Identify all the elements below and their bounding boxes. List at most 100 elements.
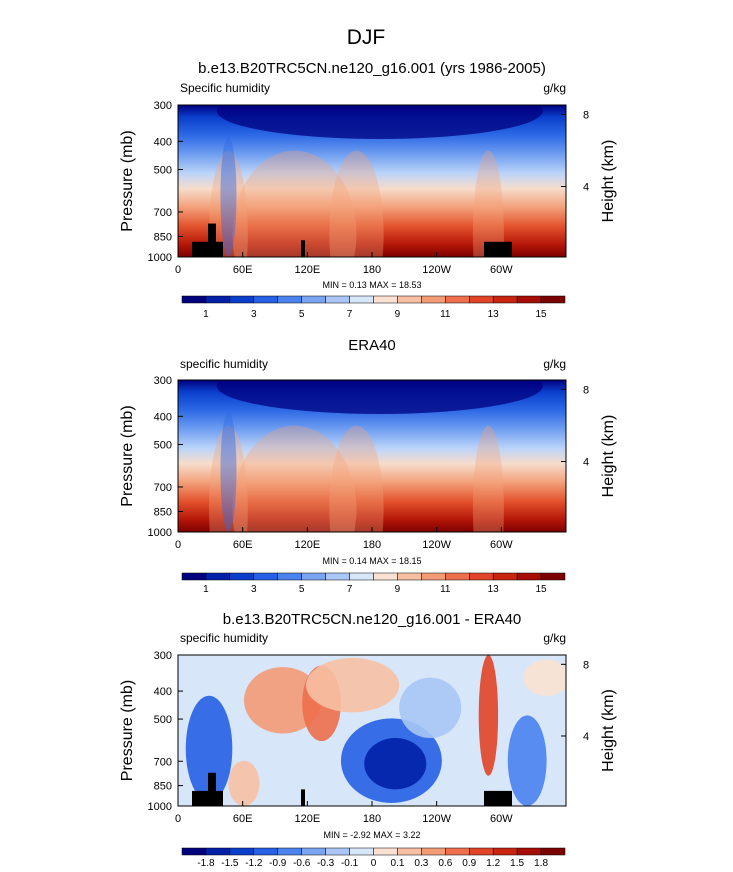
colorbar-label: 7 <box>347 584 353 595</box>
colorbar-swatch <box>205 572 231 581</box>
anomaly-blob <box>364 738 427 790</box>
colorbar-swatch <box>540 295 566 304</box>
y-tick-label: 400 <box>154 411 172 423</box>
anomaly-blob <box>478 655 499 776</box>
topography-block <box>208 772 216 806</box>
colorbar-swatch <box>301 295 326 304</box>
y-right-tick-label: 4 <box>583 182 589 194</box>
colorbar-swatch <box>301 572 326 581</box>
y-tick-label: 400 <box>154 686 172 698</box>
y-tick-label: 850 <box>154 781 172 793</box>
colorbar-label: 3 <box>251 584 257 595</box>
colorbar-swatch <box>492 847 518 856</box>
anomaly-blob <box>185 695 233 802</box>
field <box>178 655 566 806</box>
x-tick-label: 0 <box>175 264 181 276</box>
colorbar-swatch <box>325 572 350 581</box>
x-tick-label: 120E <box>294 813 320 825</box>
y-axis-title: Pressure (mb) <box>119 680 136 781</box>
x-tick-label: 120E <box>294 264 320 276</box>
colorbar-swatch <box>349 847 374 856</box>
colorbar-swatch <box>469 847 494 856</box>
anomaly-blob <box>306 658 400 713</box>
colorbar-swatch <box>253 572 278 581</box>
topography-block <box>192 790 223 806</box>
colorbar-swatch <box>205 295 231 304</box>
colorbar-swatch <box>492 295 518 304</box>
chart-panel-3: b.e13.B20TRC5CN.ne120_g16.001 - ERA40 spe… <box>119 611 617 869</box>
anomaly-blob <box>523 659 566 696</box>
colorbar-swatch <box>205 847 231 856</box>
colorbar-swatch <box>397 572 422 581</box>
chart-panel-1: b.e13.B20TRC5CN.ne120_g16.001 (yrs 1986-… <box>119 60 617 320</box>
x-tick-label: 120W <box>422 813 451 825</box>
colorbar-swatch <box>492 572 518 581</box>
x-tick-label: 60W <box>490 813 513 825</box>
colorbar-label: -1.5 <box>221 858 239 869</box>
x-tick-label: 60W <box>490 264 513 276</box>
min-max-text: MIN = 0.14 MAX = 18.15 <box>322 556 421 566</box>
y-right-tick-label: 4 <box>583 731 589 743</box>
colorbar-label: 11 <box>440 309 451 320</box>
colorbar-label: 0.3 <box>414 858 428 869</box>
colorbar-swatch <box>181 295 207 304</box>
colorbar-swatch <box>469 295 494 304</box>
colorbar-label: 11 <box>440 584 451 595</box>
colorbar-swatch <box>301 847 326 856</box>
y-tick-label: 850 <box>154 506 172 518</box>
colorbar-label: 0.9 <box>462 858 476 869</box>
colorbar-swatch <box>397 847 422 856</box>
colorbar-swatch <box>277 295 302 304</box>
topography-block <box>192 241 223 257</box>
variable-label: Specific humidity <box>180 81 270 95</box>
colorbar-label: -0.9 <box>269 858 287 869</box>
colorbar-swatch <box>229 295 255 304</box>
colorbar-swatch <box>445 572 470 581</box>
y-right-axis-title: Height (km) <box>600 415 617 498</box>
dry-dip <box>220 136 237 257</box>
x-tick-label: 180 <box>363 264 381 276</box>
colorbar-swatch <box>397 295 422 304</box>
colorbar-label: 0.6 <box>438 858 452 869</box>
moist-plume <box>472 150 504 257</box>
colorbar-label: 0 <box>371 858 377 869</box>
colorbar-swatch <box>373 295 398 304</box>
y-tick-label: 300 <box>154 650 172 662</box>
moist-plume <box>232 150 357 257</box>
x-tick-label: 120W <box>422 539 451 551</box>
colorbar-label: -0.3 <box>317 858 335 869</box>
colorbar-swatch <box>229 572 255 581</box>
colorbar-swatch <box>349 572 374 581</box>
x-tick-label: 0 <box>175 813 181 825</box>
colorbar-swatch <box>181 847 207 856</box>
colorbar-swatch <box>421 572 446 581</box>
colorbar-label: 13 <box>488 584 500 595</box>
colorbar-label: -0.1 <box>341 858 359 869</box>
colorbar-swatch <box>516 847 542 856</box>
colorbar-swatch <box>253 847 278 856</box>
y-right-tick-label: 8 <box>583 659 589 671</box>
colorbar-label: -1.2 <box>245 858 263 869</box>
colorbar-swatch <box>277 847 302 856</box>
colorbar-swatch <box>277 572 302 581</box>
colorbar-label: -0.6 <box>293 858 311 869</box>
colorbar-swatch <box>445 295 470 304</box>
y-tick-label: 300 <box>154 375 172 387</box>
y-right-axis-title: Height (km) <box>600 140 617 223</box>
y-right-tick-label: 8 <box>583 109 589 121</box>
colorbar-label: 9 <box>395 309 401 320</box>
dry-upper-region <box>216 380 543 414</box>
field <box>178 380 566 532</box>
colorbar-label: -1.8 <box>197 858 215 869</box>
panel-title: b.e13.B20TRC5CN.ne120_g16.001 - ERA40 <box>223 611 522 628</box>
variable-label: specific humidity <box>180 357 268 371</box>
anomaly-blob <box>507 715 547 806</box>
field <box>178 105 566 257</box>
variable-label: specific humidity <box>180 631 268 645</box>
y-tick-label: 700 <box>154 207 172 219</box>
moist-plume <box>209 425 248 532</box>
topography-block <box>208 223 216 257</box>
colorbar-swatch <box>469 572 494 581</box>
